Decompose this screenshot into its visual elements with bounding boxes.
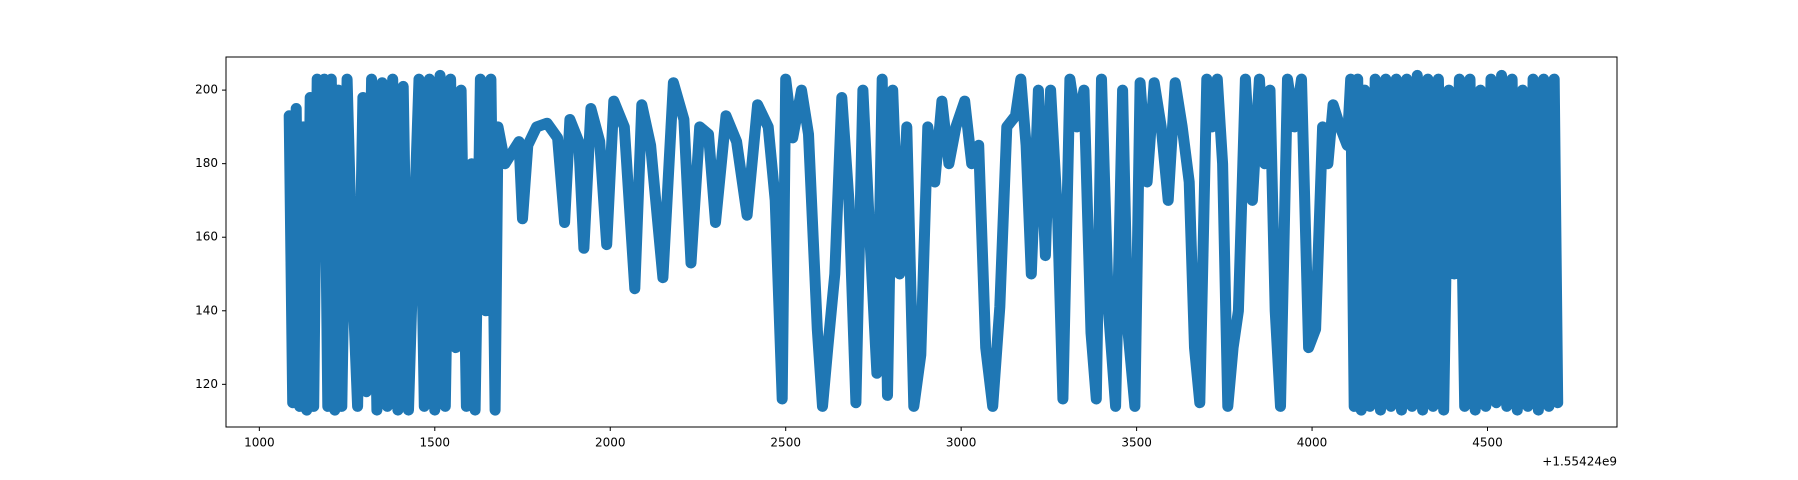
x-tick-label: 3500 xyxy=(1121,436,1152,450)
y-tick-label: 120 xyxy=(195,377,218,391)
x-tick-label: 2500 xyxy=(770,436,801,450)
y-tick-label: 140 xyxy=(195,303,218,317)
data-trace xyxy=(283,69,1564,416)
x-tick-label: 1500 xyxy=(420,436,451,450)
x-offset-label: +1.55424e9 xyxy=(1542,455,1617,469)
x-tick-label: 3000 xyxy=(946,436,977,450)
y-tick-label: 160 xyxy=(195,230,218,244)
y-tick-label: 180 xyxy=(195,156,218,170)
x-tick-label: 2000 xyxy=(595,436,626,450)
y-tick-label: 200 xyxy=(195,83,218,97)
x-tick-label: 4500 xyxy=(1472,436,1503,450)
plot-frame xyxy=(225,56,1618,428)
x-tick-label: 1000 xyxy=(244,436,275,450)
x-tick-label: 4000 xyxy=(1297,436,1328,450)
